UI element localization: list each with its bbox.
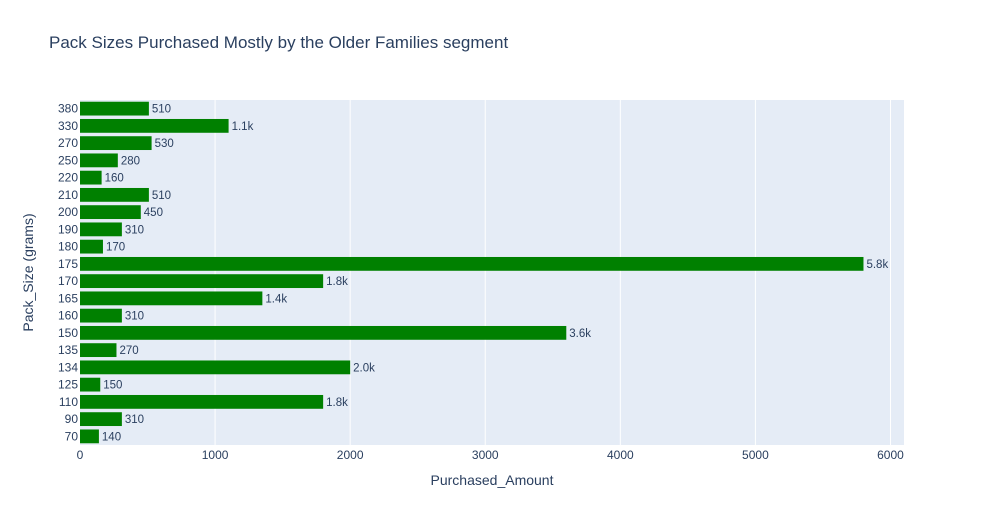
y-tick-label: 70 [65, 429, 79, 443]
data-labels: 5101.1k5302801605104503101705.8k1.8k1.4k… [102, 104, 889, 444]
plot-background [80, 100, 904, 445]
bar-125 [80, 377, 101, 392]
data-label-270: 530 [155, 138, 174, 150]
bar-134 [80, 360, 351, 375]
y-tick-label: 90 [65, 412, 79, 426]
x-tick-label: 6000 [877, 448, 904, 462]
bar-210 [80, 187, 149, 202]
y-tick-label: 160 [58, 309, 78, 323]
bar-165 [80, 291, 263, 306]
y-axis-ticks: 380 330 270 250 220 210 200 190 180 175 170 165 160 1… [58, 102, 78, 444]
y-tick-label: 200 [58, 205, 78, 219]
y-tick-label: 175 [58, 257, 78, 271]
data-label-170: 1.8k [326, 276, 348, 288]
bar-180 [80, 239, 103, 254]
x-tick-label: 4000 [607, 448, 634, 462]
bar-135 [80, 343, 117, 358]
data-label-110: 1.8k [326, 397, 348, 409]
grid-lines [214, 100, 891, 445]
chart-title: Pack Sizes Purchased Mostly by the Older… [49, 33, 509, 52]
data-label-135: 270 [119, 345, 138, 357]
data-label-160: 310 [125, 311, 144, 323]
data-label-220: 160 [105, 173, 124, 185]
data-label-90: 310 [125, 414, 144, 426]
y-tick-label: 250 [58, 153, 78, 167]
y-tick-label: 190 [58, 222, 78, 236]
data-label-125: 150 [103, 380, 122, 392]
bar-250 [80, 153, 118, 168]
y-tick-label: 150 [58, 326, 78, 340]
y-tick-label: 135 [58, 343, 78, 357]
x-tick-label: 2000 [337, 448, 364, 462]
data-label-380: 510 [152, 104, 171, 116]
data-label-134: 2.0k [353, 362, 375, 374]
bar-70 [80, 429, 99, 444]
bar-220 [80, 170, 102, 185]
bar-110 [80, 394, 324, 409]
y-tick-label: 380 [58, 102, 78, 116]
x-tick-label: 3000 [472, 448, 499, 462]
data-label-330: 1.1k [232, 121, 254, 133]
y-tick-label: 180 [58, 240, 78, 254]
x-tick-label: 0 [77, 448, 84, 462]
y-tick-label: 210 [58, 188, 78, 202]
bar-190 [80, 222, 122, 237]
data-label-175: 5.8k [866, 259, 888, 271]
bar-330 [80, 118, 229, 133]
bar-200 [80, 205, 141, 220]
bar-150 [80, 325, 567, 340]
data-label-70: 140 [102, 431, 121, 443]
bar-90 [80, 412, 122, 427]
y-tick-label: 270 [58, 136, 78, 150]
x-axis-ticks: 0 1000 2000 3000 4000 5000 6000 [77, 448, 905, 462]
data-label-180: 170 [106, 242, 125, 254]
data-label-150: 3.6k [569, 328, 591, 340]
data-label-190: 310 [125, 224, 144, 236]
bar-175 [80, 256, 864, 271]
bars [80, 101, 864, 444]
y-tick-label: 170 [58, 274, 78, 288]
y-tick-label: 330 [58, 119, 78, 133]
bar-380 [80, 101, 149, 116]
x-axis-title: Purchased_Amount [431, 472, 554, 488]
data-label-200: 450 [144, 207, 163, 219]
y-tick-label: 220 [58, 171, 78, 185]
y-tick-label: 110 [59, 395, 78, 409]
data-label-210: 510 [152, 190, 171, 202]
y-tick-label: 125 [58, 378, 78, 392]
data-label-165: 1.4k [265, 293, 287, 305]
x-tick-label: 5000 [742, 448, 769, 462]
bar-270 [80, 136, 152, 151]
y-axis-title: Pack_Size (grams) [20, 213, 36, 331]
data-label-250: 280 [121, 155, 140, 167]
y-tick-label: 134 [58, 360, 78, 374]
bar-160 [80, 308, 122, 323]
bar-170 [80, 274, 324, 289]
x-tick-label: 1000 [202, 448, 229, 462]
y-tick-label: 165 [58, 291, 78, 305]
